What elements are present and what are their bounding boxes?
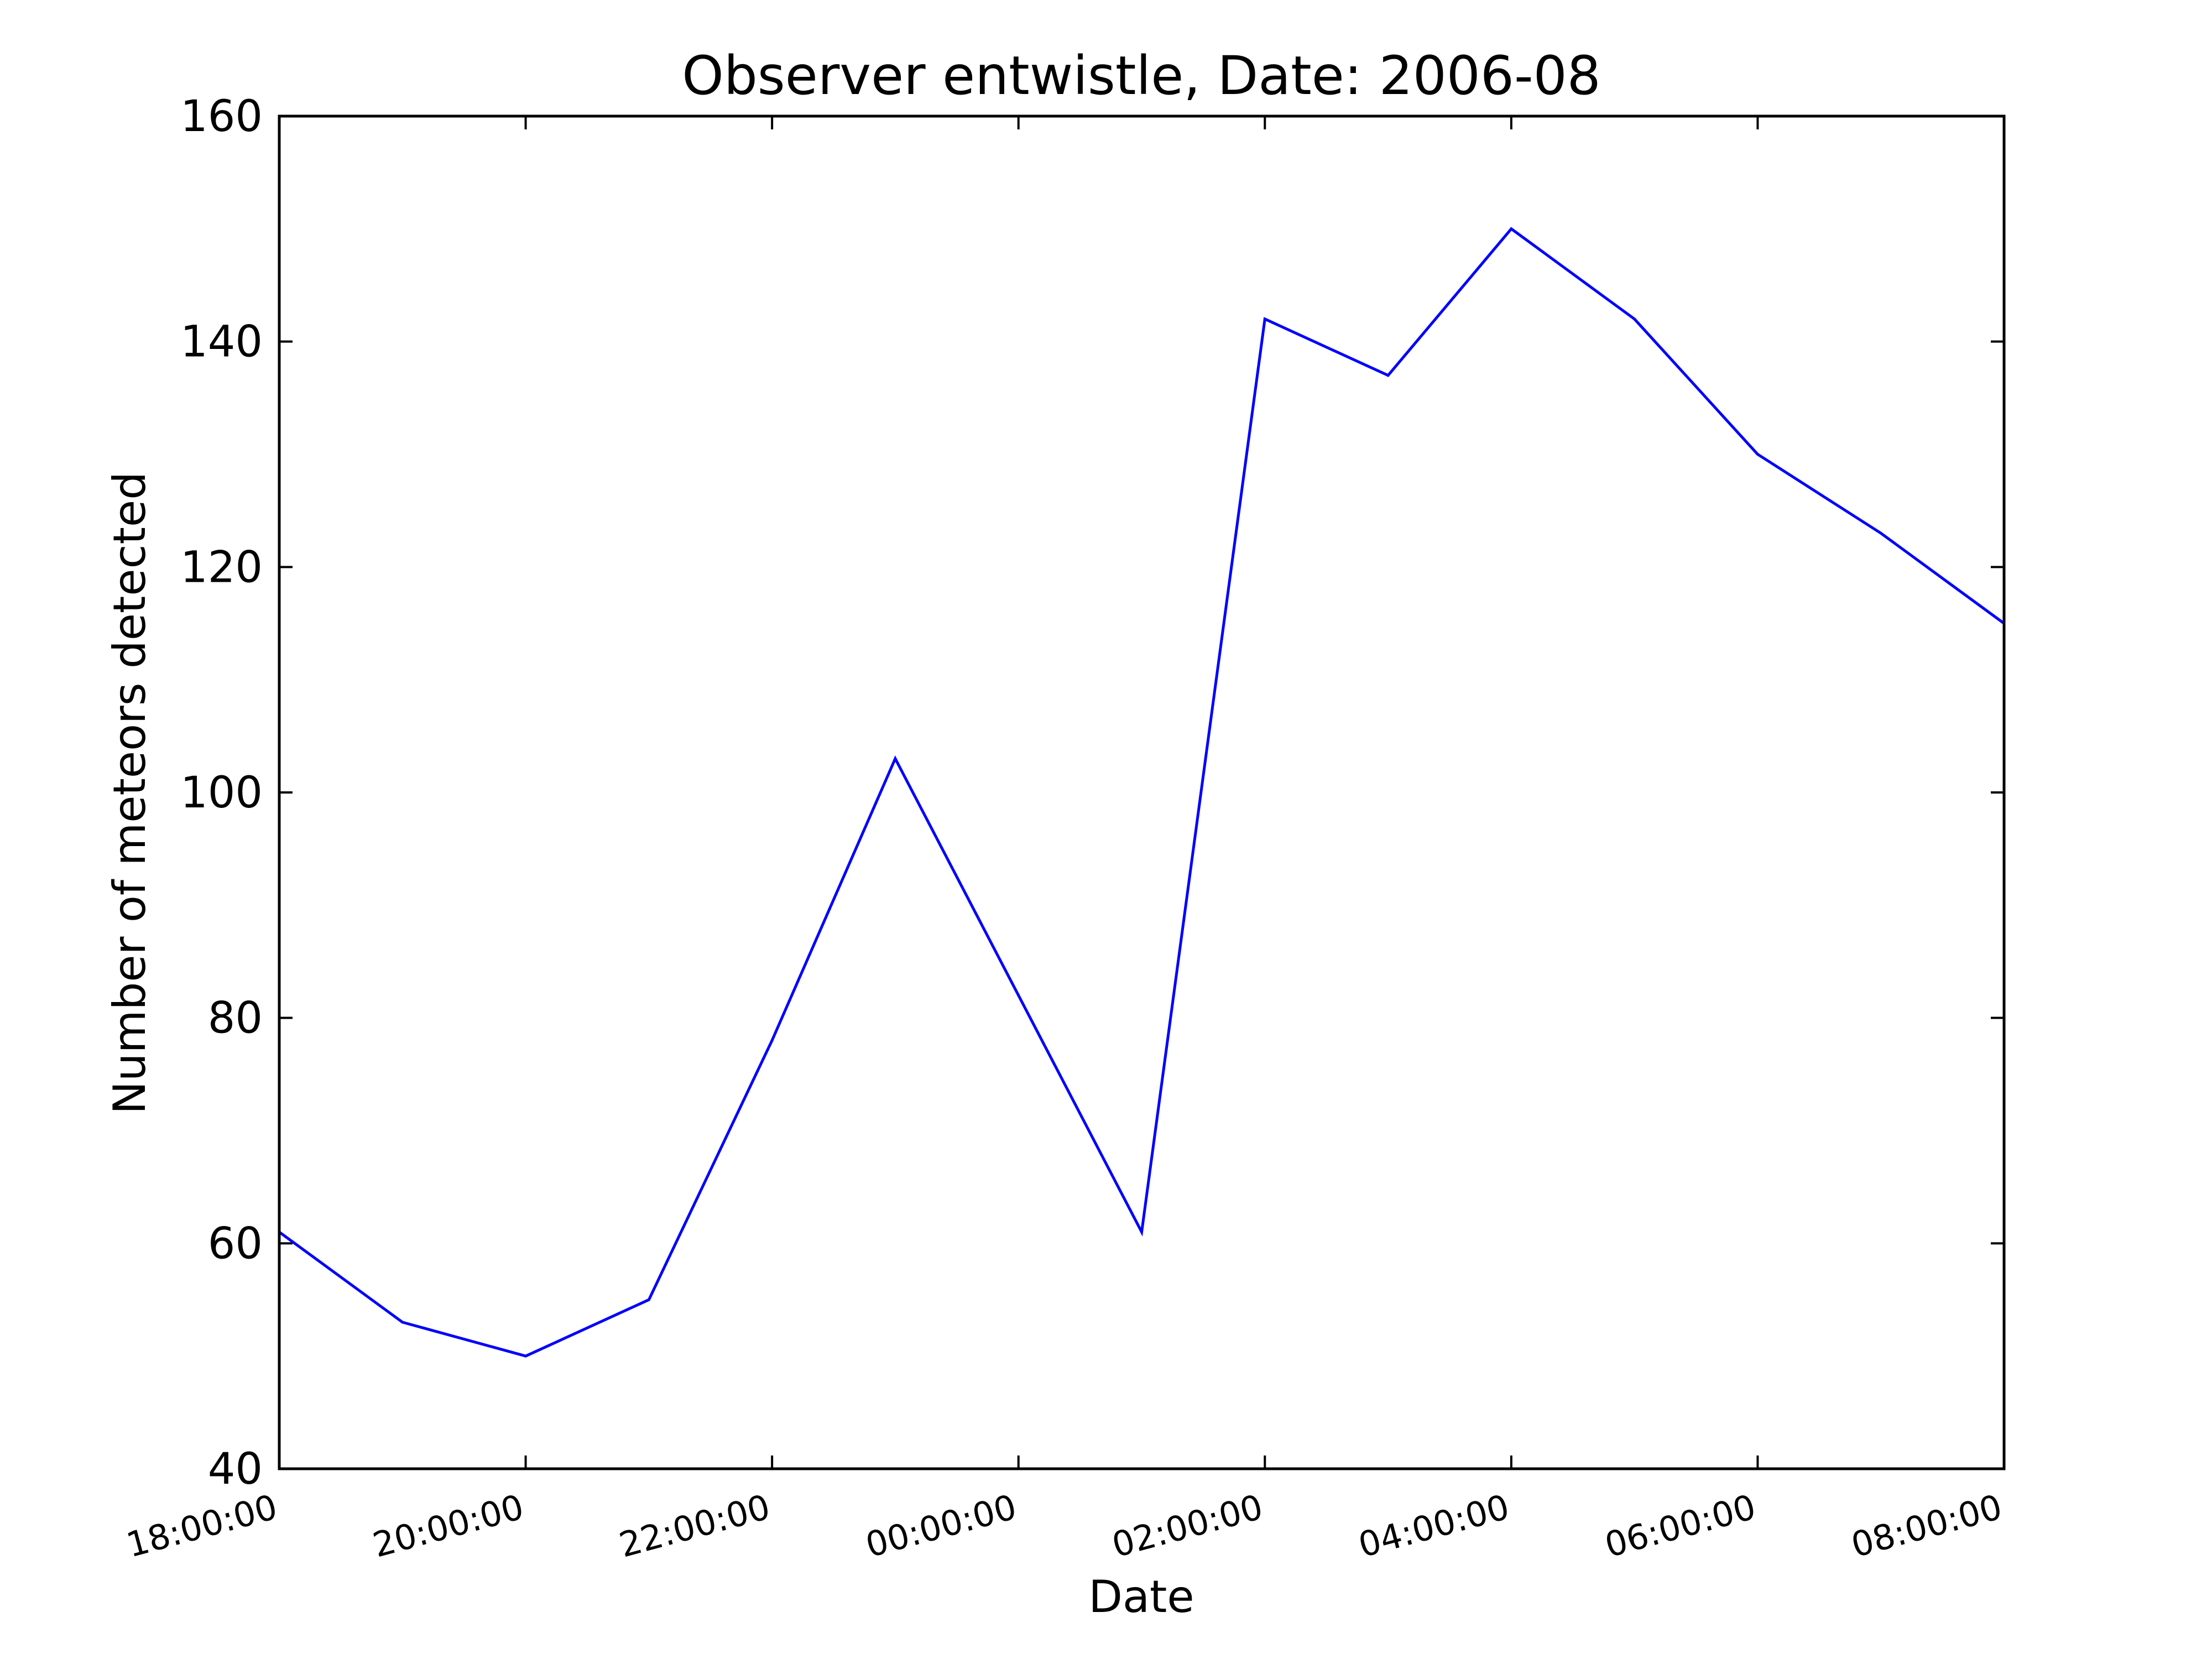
data-point bbox=[1017, 994, 1020, 997]
y-tick-label: 40 bbox=[208, 1444, 263, 1494]
data-point bbox=[1879, 531, 1882, 535]
x-axis-title: Date bbox=[1088, 1571, 1194, 1623]
x-tick-label: 20:00:00 bbox=[369, 1486, 528, 1566]
y-tick-label: 120 bbox=[180, 542, 263, 592]
y-axis-title: Number of meteors detected bbox=[104, 472, 155, 1114]
plot-frame bbox=[278, 114, 2006, 1470]
data-point bbox=[1633, 317, 1636, 321]
y-tick-label: 160 bbox=[180, 92, 263, 142]
data-point bbox=[1140, 1230, 1143, 1234]
data-point bbox=[524, 1354, 528, 1358]
x-tick-label: 18:00:00 bbox=[122, 1486, 281, 1566]
data-point bbox=[1756, 453, 1759, 456]
data-point bbox=[894, 757, 897, 760]
chart-title: Observer entwistle, Date: 2006-08 bbox=[682, 45, 1600, 107]
x-tick-label: 06:00:00 bbox=[1600, 1486, 1760, 1566]
y-tick-label: 80 bbox=[208, 994, 263, 1044]
x-tick-label: 08:00:00 bbox=[1847, 1486, 2006, 1566]
x-tick-label: 04:00:00 bbox=[1354, 1486, 1514, 1566]
y-tick-label: 100 bbox=[180, 768, 263, 818]
data-point bbox=[770, 1039, 774, 1042]
data-point bbox=[1386, 374, 1390, 377]
y-tick-label: 60 bbox=[208, 1219, 263, 1269]
x-tick-label: 02:00:00 bbox=[1108, 1486, 1267, 1566]
x-tick-label: 22:00:00 bbox=[615, 1486, 774, 1566]
data-point bbox=[647, 1298, 650, 1301]
data-point bbox=[1263, 317, 1266, 321]
y-tick-label: 140 bbox=[180, 317, 263, 367]
series-line bbox=[278, 227, 2005, 1358]
x-tick-label: 00:00:00 bbox=[862, 1486, 1021, 1566]
data-point bbox=[401, 1321, 404, 1324]
data-point bbox=[1510, 227, 1513, 231]
